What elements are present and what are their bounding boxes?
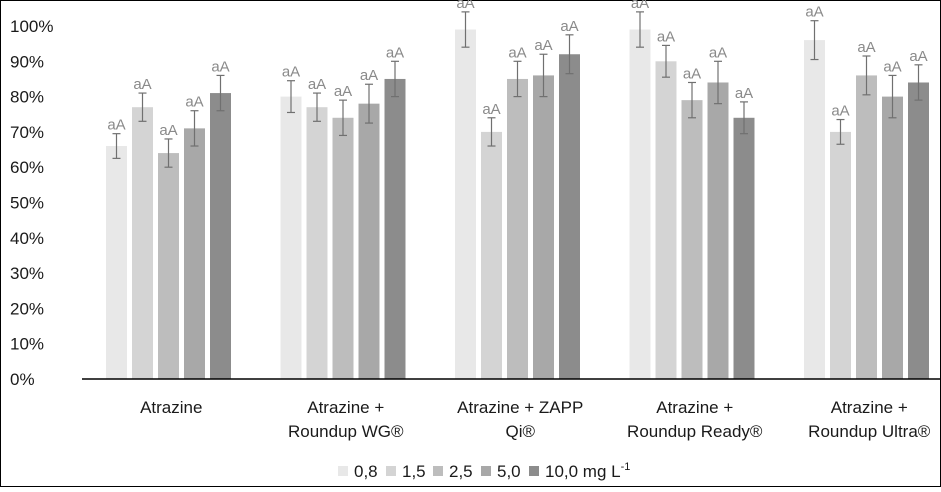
significance-label: aA: [909, 48, 927, 65]
legend-swatch: [529, 466, 539, 476]
legend-item: 0,8: [338, 462, 378, 481]
legend-swatch: [481, 466, 491, 476]
significance-label: aA: [657, 28, 675, 45]
bar: [559, 54, 580, 380]
bar: [455, 29, 476, 380]
significance-label: aA: [107, 117, 125, 134]
x-tick-label: Atrazine +: [831, 398, 908, 417]
bar: [733, 117, 755, 379]
bar: [210, 93, 231, 379]
y-tick-label: 30%: [10, 264, 44, 283]
bar: [106, 146, 127, 379]
legend-swatch: [433, 466, 443, 476]
bar: [280, 96, 302, 379]
significance-label: aA: [386, 44, 404, 61]
bar: [507, 78, 528, 379]
y-tick-label: 90%: [10, 52, 44, 71]
bar: [908, 82, 929, 379]
bar: [681, 100, 703, 379]
significance-label: aA: [857, 39, 875, 56]
significance-label: aA: [735, 85, 753, 102]
y-tick-label: 0%: [10, 370, 35, 389]
x-tick-label: Roundup WG®: [288, 422, 404, 441]
bar: [707, 82, 729, 379]
significance-label: aA: [456, 0, 474, 12]
legend-item: 5,0: [481, 462, 521, 481]
legend-item: 1,5: [386, 462, 426, 481]
x-axis: Atrazine Atrazine + Roundup WG® Atrazine + …: [82, 378, 940, 441]
y-axis: 0% 10% 20% 30% 40% 50% 60% 70% 80% 90% 100%: [10, 17, 53, 389]
x-tick-label: Qi®: [505, 422, 535, 441]
significance-label: aA: [482, 101, 500, 118]
significance-label: aA: [334, 83, 352, 100]
legend-label: 5,0: [497, 462, 521, 481]
legend-label-superscript: -1: [621, 461, 631, 473]
y-tick-label: 80%: [10, 88, 44, 107]
legend-item: 2,5: [433, 462, 473, 481]
significance-label: aA: [560, 18, 578, 35]
significance-label: aA: [534, 37, 552, 54]
significance-label: aA: [883, 58, 901, 75]
x-tick-label: Roundup Ultra®: [808, 422, 931, 441]
bar: [358, 103, 380, 379]
bars-group: aA aA aA aA aA aA aA aA aA aA aA aA aA aA aA aA aA aA aA aA…: [106, 0, 929, 380]
legend-label: 10,0 mg L-1: [545, 461, 630, 481]
x-tick-label: Atrazine + ZAPP: [457, 398, 583, 417]
legend-label: 2,5: [449, 462, 473, 481]
significance-label: aA: [709, 44, 727, 61]
y-tick-label: 70%: [10, 123, 44, 142]
legend-label: 1,5: [402, 462, 426, 481]
bar: [481, 131, 502, 379]
y-tick-label: 10%: [10, 335, 44, 354]
significance-label: aA: [133, 76, 151, 93]
bar: [655, 61, 677, 380]
y-tick-label: 100%: [10, 17, 53, 36]
bar: [132, 107, 153, 379]
significance-label: aA: [631, 0, 649, 12]
legend: 0,8 1,5 2,5 5,0 10,0 mg L-1: [338, 461, 630, 481]
significance-label: aA: [683, 65, 701, 82]
x-tick-label: Roundup Ready®: [627, 422, 763, 441]
legend-item: 10,0 mg L-1: [529, 461, 630, 481]
bar: [629, 29, 651, 380]
significance-label: aA: [805, 4, 823, 21]
significance-label: aA: [211, 58, 229, 75]
bar: [306, 107, 328, 379]
bar: [384, 78, 406, 379]
bar: [533, 75, 554, 380]
legend-label: 0,8: [354, 462, 378, 481]
legend-swatch: [386, 466, 396, 476]
significance-label: aA: [308, 76, 326, 93]
bar: [184, 128, 205, 379]
bar: [856, 75, 877, 380]
x-tick-label: Atrazine +: [656, 398, 733, 417]
y-tick-label: 60%: [10, 158, 44, 177]
bar: [882, 96, 903, 379]
y-tick-label: 20%: [10, 299, 44, 318]
significance-label: aA: [185, 94, 203, 111]
y-tick-label: 40%: [10, 229, 44, 248]
legend-swatch: [338, 466, 348, 476]
significance-label: aA: [831, 103, 849, 120]
bar: [332, 117, 354, 379]
x-tick-label: Atrazine +: [307, 398, 384, 417]
significance-label: aA: [282, 64, 300, 81]
significance-label: aA: [159, 122, 177, 139]
y-tick-label: 50%: [10, 194, 44, 213]
significance-label: aA: [508, 44, 526, 61]
bar: [830, 131, 851, 379]
significance-label: aA: [360, 67, 378, 84]
bar: [158, 153, 179, 379]
x-tick-label: Atrazine: [140, 398, 202, 417]
bar: [804, 40, 825, 380]
